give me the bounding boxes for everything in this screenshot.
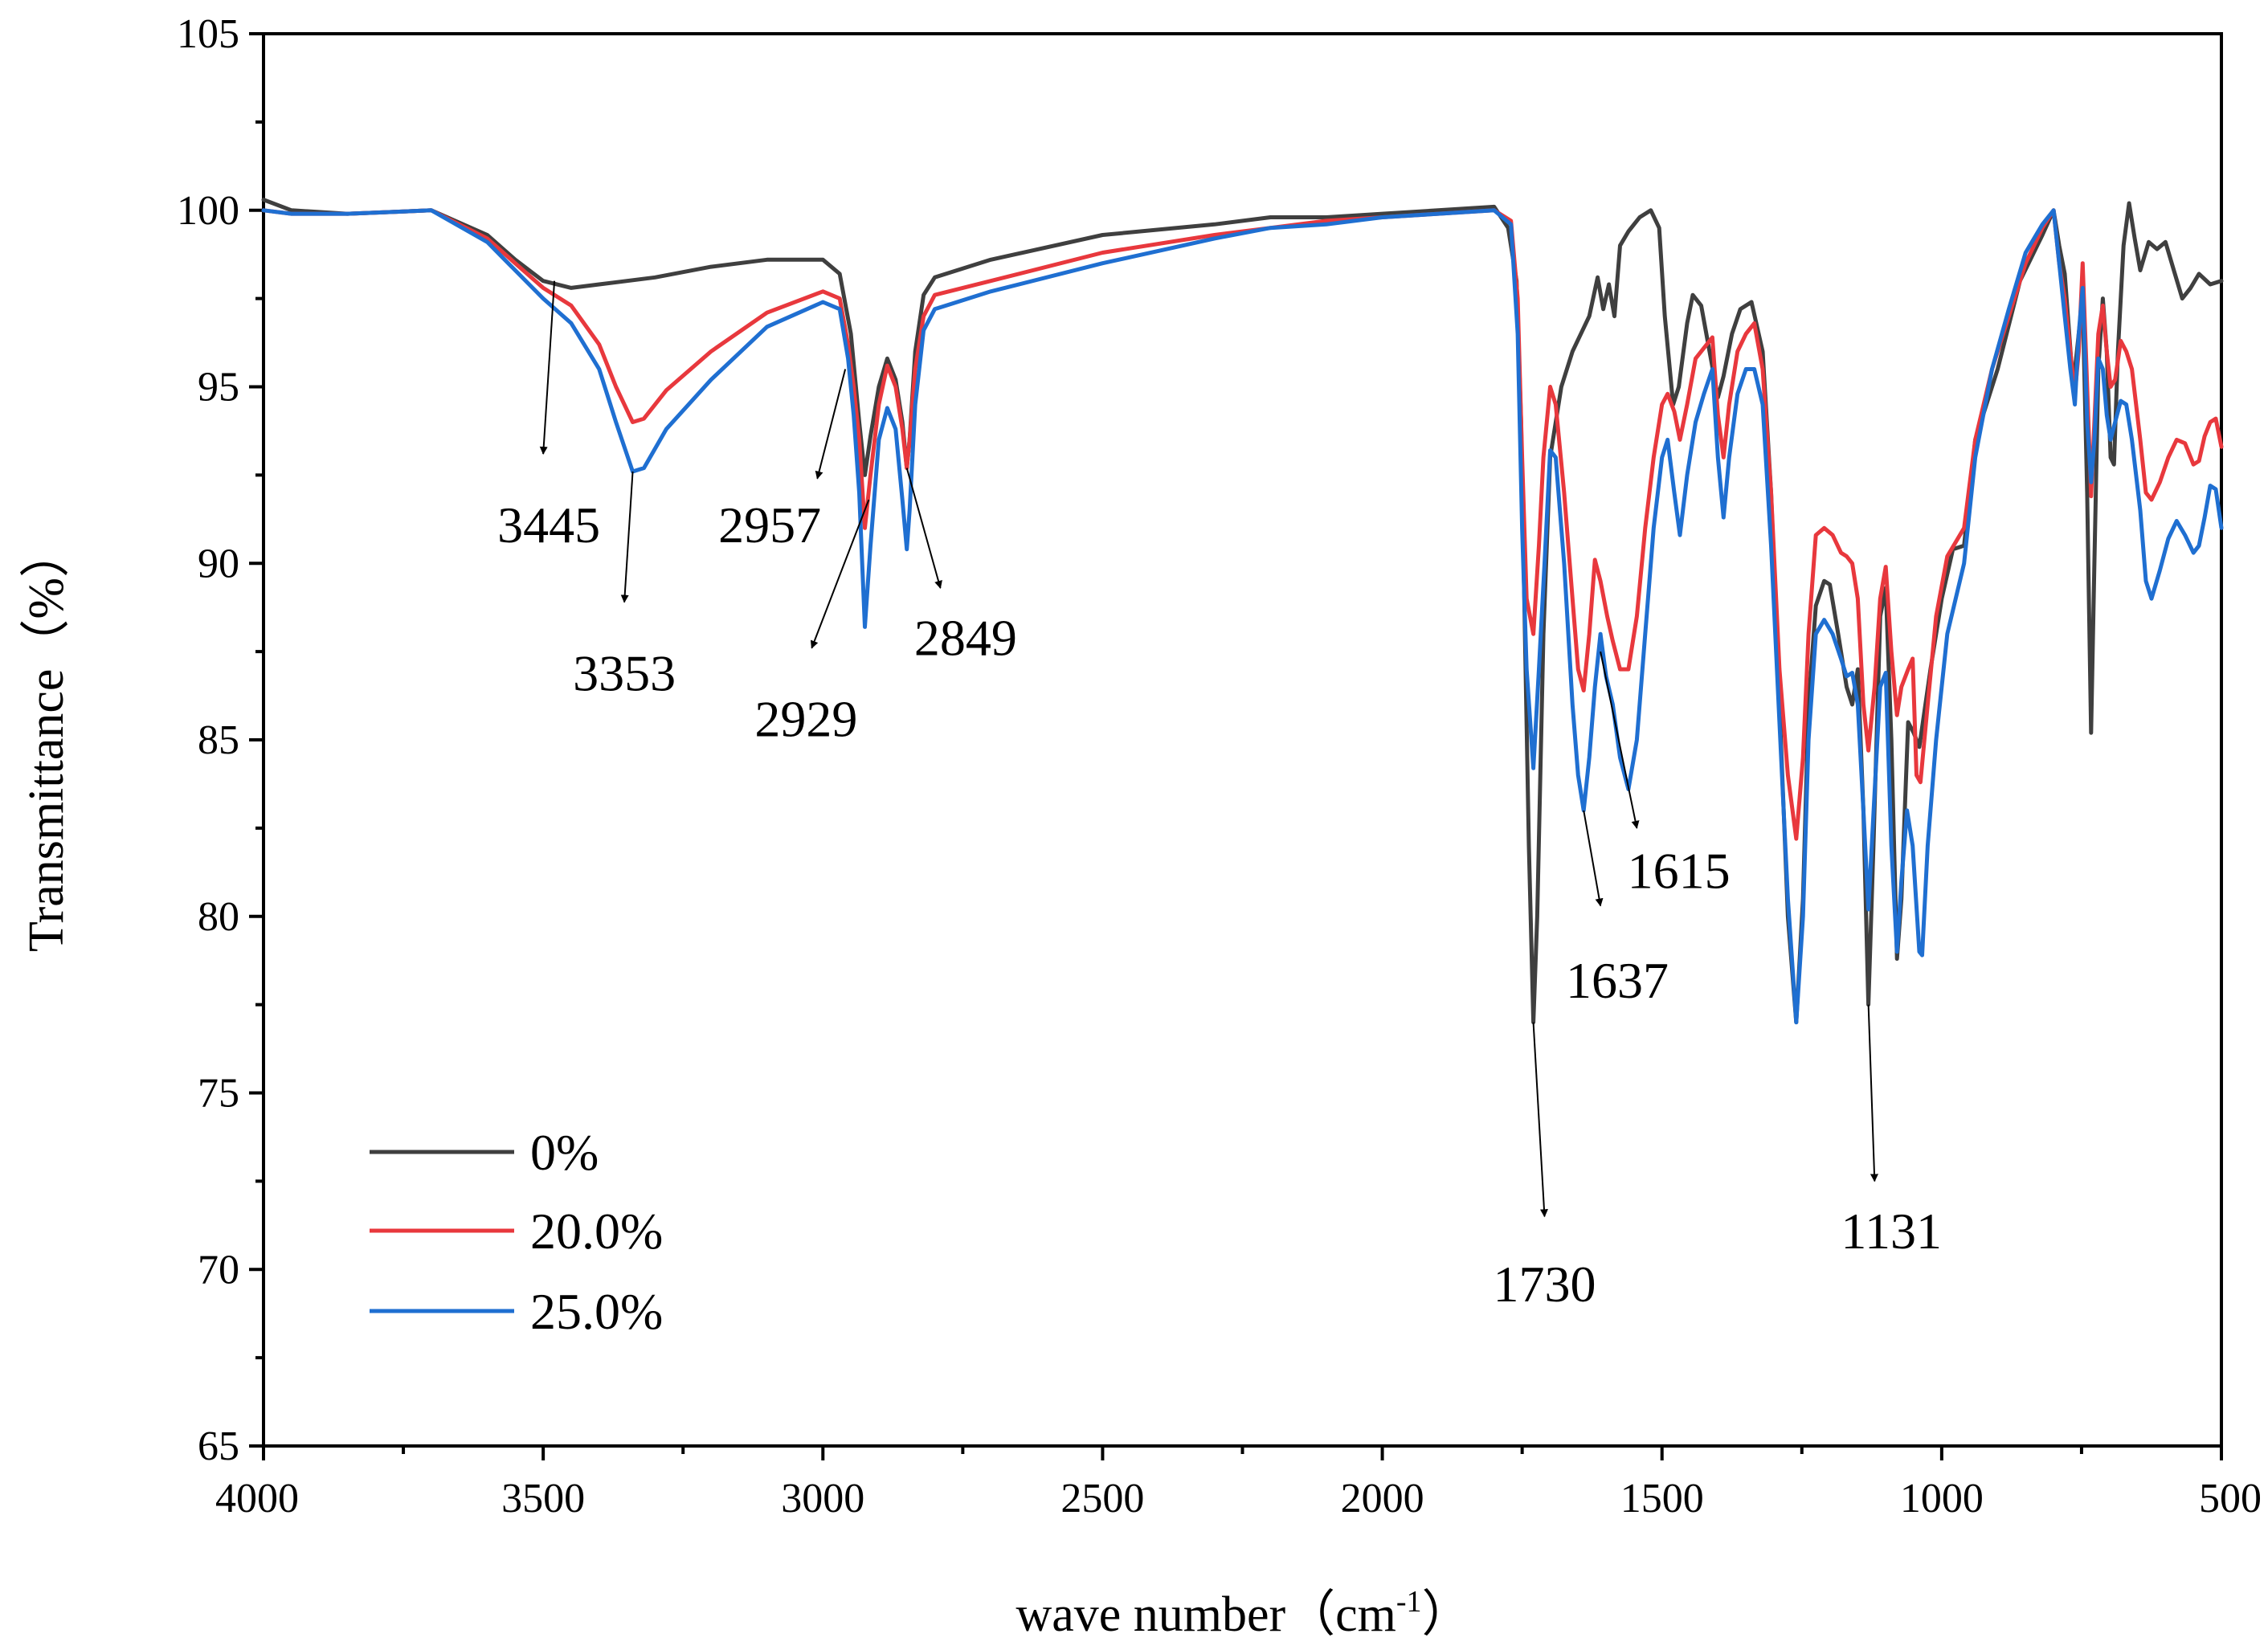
annotation-label: 2957 [718, 496, 821, 553]
y-tick-label: 70 [198, 1247, 239, 1293]
x-tick-label: 4000 [215, 1476, 299, 1521]
x-axis-title-main: wave number（cm [1015, 1587, 1396, 1642]
annotation-label: 3353 [573, 644, 676, 701]
x-tick-label: 500 [2199, 1476, 2262, 1521]
y-tick-label: 85 [198, 717, 239, 763]
y-tick-label: 80 [198, 894, 239, 940]
y-tick-label: 75 [198, 1071, 239, 1117]
legend-label-1: 20.0% [530, 1203, 663, 1260]
x-tick-label: 1500 [1620, 1476, 1704, 1521]
x-tick-labels: 4000 3500 3000 2500 2000 1500 1000 500 [215, 1476, 2262, 1521]
x-axis-title-end: ） [1422, 1587, 1472, 1642]
annotation-arrow [620, 471, 634, 603]
axis-ticks [249, 32, 2223, 1460]
x-axis-title-sup: -1 [1396, 1585, 1422, 1619]
y-axis-title: Transmittance（%） [19, 528, 74, 952]
annotation-label: 2929 [754, 691, 857, 748]
annotation-label: 3445 [497, 496, 600, 553]
x-tick-label: 3000 [781, 1476, 864, 1521]
annotation-arrow [815, 369, 847, 480]
annotation-arrow [810, 499, 870, 649]
annotation-label: 1637 [1566, 952, 1669, 1009]
annotation-label: 1615 [1628, 843, 1731, 900]
x-tick-label: 2500 [1060, 1476, 1144, 1521]
annotation-arrow [1600, 651, 1640, 829]
series-line-0 [261, 198, 2224, 1025]
annotation-label: 2849 [914, 610, 1017, 667]
series-layer [261, 198, 2224, 1025]
y-tick-label: 100 [177, 188, 239, 234]
annotation-label: 1730 [1493, 1256, 1596, 1313]
y-tick-label: 65 [198, 1423, 239, 1469]
annotation-arrow [539, 280, 556, 455]
y-tick-label: 90 [198, 541, 239, 586]
annotation-arrow [1532, 1022, 1548, 1218]
y-tick-label: 105 [177, 11, 239, 57]
annotation-arrow [905, 468, 942, 589]
legend: 0% 20.0% 25.0% [370, 1124, 663, 1340]
x-tick-label: 3500 [501, 1476, 585, 1521]
annotation-arrow [1867, 1004, 1878, 1182]
legend-label-2: 25.0% [530, 1283, 663, 1340]
x-tick-label: 2000 [1341, 1476, 1424, 1521]
annotations: 3445 3353 2957 2929 2849 1730 1637 1615 1131 [497, 280, 1942, 1313]
annotation-label: 1131 [1841, 1203, 1942, 1260]
y-tick-labels: 65 70 75 80 85 90 95 100 105 [177, 11, 239, 1469]
legend-label-0: 0% [530, 1124, 599, 1181]
x-tick-label: 1000 [1900, 1476, 1984, 1521]
series-line-2 [261, 208, 2224, 1025]
y-tick-label: 95 [198, 365, 239, 410]
x-axis-title: wave number（cm-1） [1015, 1585, 1471, 1642]
annotation-arrow [1583, 810, 1604, 907]
